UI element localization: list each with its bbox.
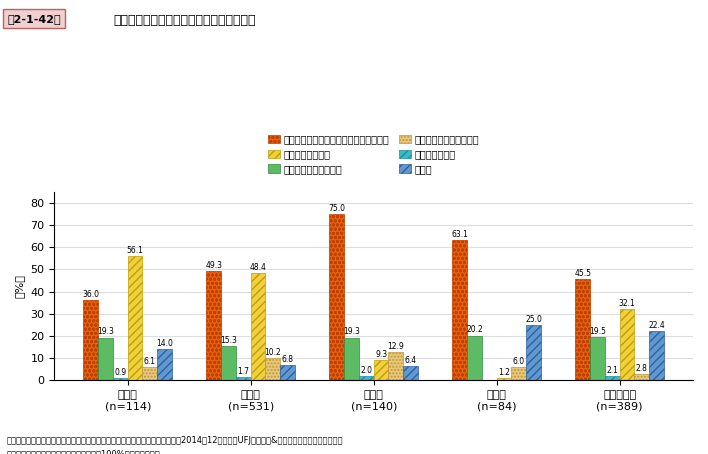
Bar bbox=[452, 240, 467, 380]
Text: 19.3: 19.3 bbox=[343, 327, 360, 336]
Text: 32.1: 32.1 bbox=[619, 299, 636, 308]
Text: 56.1: 56.1 bbox=[127, 246, 144, 255]
Bar bbox=[221, 346, 236, 380]
Bar bbox=[344, 337, 359, 380]
Bar bbox=[127, 256, 142, 380]
Text: 10.2: 10.2 bbox=[265, 348, 281, 357]
Text: 6.1: 6.1 bbox=[144, 357, 156, 366]
Text: 36.0: 36.0 bbox=[82, 290, 99, 299]
Bar bbox=[142, 367, 157, 380]
Text: 19.3: 19.3 bbox=[97, 327, 114, 336]
Text: 25.0: 25.0 bbox=[525, 315, 542, 324]
Text: 15.3: 15.3 bbox=[220, 336, 237, 345]
Text: 14.0: 14.0 bbox=[156, 339, 173, 348]
Text: 49.3: 49.3 bbox=[205, 261, 222, 270]
Y-axis label: （%）: （%） bbox=[15, 274, 25, 298]
Bar bbox=[113, 379, 127, 380]
Text: 2.1: 2.1 bbox=[606, 365, 618, 375]
Text: 2.8: 2.8 bbox=[636, 364, 648, 373]
Bar bbox=[620, 309, 634, 380]
Bar bbox=[404, 366, 418, 380]
Bar bbox=[497, 378, 511, 380]
Text: 6.8: 6.8 bbox=[282, 355, 294, 364]
Text: 6.4: 6.4 bbox=[404, 356, 417, 365]
Bar bbox=[389, 352, 404, 380]
Text: 6.0: 6.0 bbox=[513, 357, 525, 366]
Bar bbox=[511, 367, 526, 380]
Bar bbox=[236, 377, 251, 380]
Text: 9.3: 9.3 bbox=[375, 350, 387, 359]
Text: 資料：中小企業庁委託「「市場開拓」と「新たな取り組み」に関する調査」（2014年12月、三菱UFJリサーチ&コンサルティング株式会社）: 資料：中小企業庁委託「「市場開拓」と「新たな取り組み」に関する調査」（2014年… bbox=[7, 436, 343, 445]
Text: 19.5: 19.5 bbox=[589, 327, 606, 336]
Bar bbox=[157, 349, 172, 380]
Bar bbox=[98, 337, 113, 380]
Text: 45.5: 45.5 bbox=[574, 269, 591, 278]
Bar bbox=[207, 271, 221, 380]
Bar bbox=[590, 337, 605, 380]
Bar bbox=[359, 376, 374, 380]
Bar bbox=[467, 336, 482, 380]
Text: 第2-1-42図: 第2-1-42図 bbox=[7, 14, 61, 24]
Text: 0.9: 0.9 bbox=[114, 368, 127, 377]
Bar bbox=[84, 301, 98, 380]
Bar bbox=[266, 358, 280, 380]
Bar bbox=[576, 279, 590, 380]
Text: 2.0: 2.0 bbox=[360, 366, 372, 375]
Bar bbox=[329, 214, 344, 380]
Bar bbox=[526, 325, 541, 380]
Bar bbox=[280, 365, 295, 380]
Text: 1.7: 1.7 bbox=[237, 366, 249, 375]
Text: 業種別に見た自社に価格決定力がない理由: 業種別に見た自社に価格決定力がない理由 bbox=[113, 14, 256, 27]
Text: （注）　複数回答のため、合計は必ずしも100%にはならない。: （注） 複数回答のため、合計は必ずしも100%にはならない。 bbox=[7, 449, 161, 454]
Bar bbox=[649, 331, 664, 380]
Bar bbox=[374, 360, 389, 380]
Bar bbox=[251, 273, 266, 380]
Text: 22.4: 22.4 bbox=[649, 321, 665, 330]
Text: 1.2: 1.2 bbox=[498, 368, 510, 377]
Bar bbox=[634, 374, 649, 380]
Text: 20.2: 20.2 bbox=[466, 326, 483, 335]
Text: 12.9: 12.9 bbox=[387, 342, 404, 350]
Legend: 商品・サービス市場の競争が激しいため, 下請の業務のため, 業界の慣習があるため, 流通業者の力が強いため, よく分からない, その他: 商品・サービス市場の競争が激しいため, 下請の業務のため, 業界の慣習があるため… bbox=[264, 130, 483, 178]
Text: 75.0: 75.0 bbox=[329, 204, 346, 212]
Text: 48.4: 48.4 bbox=[250, 263, 266, 272]
Bar bbox=[605, 376, 620, 380]
Text: 63.1: 63.1 bbox=[452, 230, 468, 239]
